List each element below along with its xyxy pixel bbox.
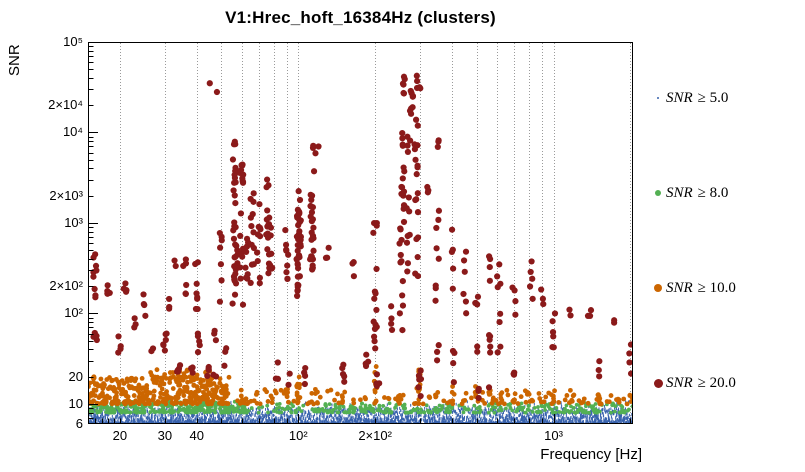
legend-entry-snr-8: SNR ≥ 8.0	[650, 182, 728, 204]
chart-title: V1:Hrec_hoft_16384Hz (clusters)	[225, 8, 496, 27]
y-tick-label: 2×10²	[49, 278, 83, 294]
legend-entry-label: SNR ≥ 20.0	[666, 374, 736, 391]
y-tick-label: 2×10⁴	[48, 97, 83, 113]
y-tick-label: 2×10³	[49, 187, 83, 203]
snr5-marker-dot-icon	[656, 96, 660, 100]
legend-entry-label: SNR ≥ 10.0	[666, 279, 736, 296]
snr8-marker-dot-icon	[655, 190, 661, 196]
x-tick-label: 2×10²	[358, 428, 392, 443]
y-tick-label: 10	[68, 395, 83, 411]
legend-marker-box	[650, 96, 666, 100]
legend-marker-box	[650, 190, 666, 196]
legend-entry-label: SNR ≥ 8.0	[666, 184, 729, 201]
legend: SNR ≥ 5.0 SNR ≥ 8.0 SNR ≥ 10.0 SNR ≥ 20.0	[650, 0, 800, 472]
snr20-marker-dot-icon	[653, 378, 663, 388]
x-tick-label: 40	[189, 428, 204, 443]
x-tick-label: 30	[157, 428, 173, 443]
x-tick-label: 20	[112, 428, 128, 443]
y-tick-label: 20	[68, 368, 83, 384]
y-tick-label: 10⁵	[63, 34, 83, 49]
legend-entry-snr-10: SNR ≥ 10.0	[650, 277, 736, 299]
y-axis-label: SNR	[6, 44, 23, 76]
x-axis-label: Frequency [Hz]	[540, 446, 642, 463]
legend-entry-snr-20: SNR ≥ 20.0	[650, 372, 736, 394]
x-tick-label: 10²	[288, 428, 308, 443]
y-tick-label: 10⁴	[62, 124, 83, 140]
legend-entry-label: SNR ≥ 5.0	[666, 89, 729, 106]
x-tick-label: 10³	[544, 428, 563, 443]
legend-marker-box	[650, 378, 666, 388]
legend-marker-box	[650, 284, 666, 292]
y-tick-label: 6	[75, 416, 83, 431]
y-tick-label: 10³	[64, 214, 83, 230]
y-tick-label: 10²	[64, 305, 83, 321]
snr10-marker-dot-icon	[654, 284, 662, 292]
legend-entry-snr-5: SNR ≥ 5.0	[650, 87, 728, 109]
